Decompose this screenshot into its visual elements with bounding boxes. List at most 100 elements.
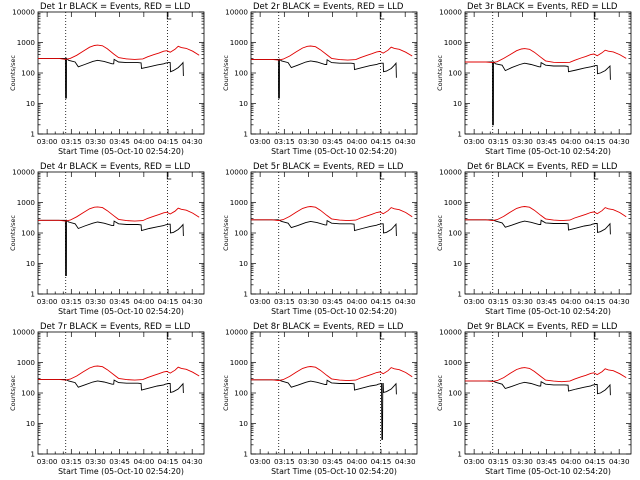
y-axis-label: Counts/sec <box>222 375 230 411</box>
y-tick-label: 10000 <box>12 328 35 337</box>
y-tick-label: 10000 <box>439 168 462 177</box>
y-tick-label: 1000 <box>444 198 463 207</box>
series-lld-line <box>251 366 413 382</box>
y-tick-label: 10000 <box>225 168 248 177</box>
x-tick-label: 04:00 <box>560 297 581 306</box>
x-tick-label: 04:30 <box>609 297 630 306</box>
panel-det-3: Det 3r BLACK = Events, RED = LLD 1 10 100 10… <box>436 2 632 156</box>
x-tick-label: 04:00 <box>133 297 154 306</box>
x-tick-label: 03:30 <box>298 457 319 466</box>
series-events-line <box>251 379 397 440</box>
series-lld-line <box>465 48 627 64</box>
y-tick-label: 100 <box>448 229 462 238</box>
x-tick-label: 03:45 <box>322 137 343 146</box>
x-tick-label: 04:30 <box>395 137 416 146</box>
x-tick-label: 04:00 <box>133 457 154 466</box>
x-tick-label: 04:15 <box>371 137 392 146</box>
series-lld-line <box>251 206 413 222</box>
x-tick-label: 03:00 <box>464 297 485 306</box>
x-axis-label: Start Time (05-Oct-10 02:54:20) <box>271 467 397 476</box>
x-tick-label: 03:00 <box>37 457 58 466</box>
x-tick-label: 03:30 <box>85 457 106 466</box>
x-tick-label: 03:30 <box>512 137 533 146</box>
y-axis-label: Counts/sec <box>436 375 444 411</box>
x-tick-label: 04:00 <box>133 137 154 146</box>
x-tick-label: 04:30 <box>182 297 203 306</box>
x-tick-label: 04:30 <box>609 137 630 146</box>
x-tick-label: 04:15 <box>585 137 606 146</box>
y-tick-label: 1 <box>243 450 248 459</box>
series-events-line <box>38 378 184 394</box>
y-tick-label: 100 <box>234 389 248 398</box>
x-tick-label: 04:15 <box>158 457 179 466</box>
panel-title: Det 3r BLACK = Events, RED = LLD <box>467 2 618 12</box>
plot-frame <box>464 331 632 455</box>
panel-det-1: Det 1r BLACK = Events, RED = LLD 1 10 100 10… <box>9 2 205 156</box>
x-tick-label: 04:15 <box>158 137 179 146</box>
series-events-line <box>465 219 611 235</box>
x-axis-label: Start Time (05-Oct-10 02:54:20) <box>485 307 611 316</box>
y-tick-label: 10 <box>453 419 463 428</box>
y-tick-label: 1 <box>30 130 35 139</box>
plot-frame <box>250 11 418 135</box>
y-tick-label: 1000 <box>444 358 463 367</box>
x-tick-label: 03:45 <box>322 297 343 306</box>
x-tick-label: 03:15 <box>274 137 295 146</box>
y-tick-label: 1000 <box>230 198 249 207</box>
series-lld-line <box>38 44 200 60</box>
x-tick-label: 03:45 <box>109 297 130 306</box>
x-tick-label: 03:30 <box>298 297 319 306</box>
series-lld-line <box>465 206 627 222</box>
y-axis-label: Counts/sec <box>436 215 444 251</box>
x-tick-label: 04:15 <box>585 457 606 466</box>
series-events-line <box>251 58 397 99</box>
x-tick-label: 03:45 <box>536 457 557 466</box>
panel-title: Det 5r BLACK = Events, RED = LLD <box>253 162 404 172</box>
x-tick-label: 03:30 <box>298 137 319 146</box>
y-tick-label: 10000 <box>12 168 35 177</box>
x-tick-label: 03:00 <box>37 137 58 146</box>
series-events-line <box>251 219 397 237</box>
series-lld-line <box>38 206 200 222</box>
y-tick-label: 100 <box>21 389 35 398</box>
plot-frame <box>37 171 205 295</box>
y-axis-label: Counts/sec <box>9 215 17 251</box>
y-tick-label: 10000 <box>225 328 248 337</box>
y-tick-label: 1 <box>457 130 462 139</box>
x-tick-label: 04:00 <box>346 297 367 306</box>
x-tick-label: 03:45 <box>109 137 130 146</box>
series-lld-line <box>38 365 200 381</box>
x-tick-label: 03:30 <box>85 297 106 306</box>
y-tick-label: 100 <box>234 229 248 238</box>
x-tick-label: 03:00 <box>464 137 485 146</box>
series-events-line <box>465 61 611 126</box>
plot-frame <box>464 171 632 295</box>
panel-det-5: Det 5r BLACK = Events, RED = LLD 1 10 100 10… <box>222 162 418 316</box>
y-tick-label: 1000 <box>230 38 249 47</box>
y-tick-label: 1 <box>243 290 248 299</box>
x-tick-label: 04:15 <box>371 297 392 306</box>
x-tick-label: 04:30 <box>182 457 203 466</box>
panel-det-2: Det 2r BLACK = Events, RED = LLD 1 10 100 10… <box>222 2 418 156</box>
x-tick-label: 03:00 <box>250 457 271 466</box>
x-tick-label: 03:15 <box>61 137 82 146</box>
y-tick-label: 10 <box>453 99 463 108</box>
y-tick-label: 1 <box>457 290 462 299</box>
y-tick-label: 100 <box>234 69 248 78</box>
plot-frame <box>37 331 205 455</box>
x-tick-label: 04:15 <box>158 297 179 306</box>
plot-frame <box>250 171 418 295</box>
x-tick-label: 04:30 <box>395 457 416 466</box>
panel-title: Det 9r BLACK = Events, RED = LLD <box>467 322 618 332</box>
x-tick-label: 04:30 <box>182 137 203 146</box>
x-tick-label: 04:30 <box>395 297 416 306</box>
x-tick-label: 04:00 <box>346 457 367 466</box>
series-events-line <box>38 219 184 277</box>
y-tick-label: 10 <box>26 259 36 268</box>
x-tick-label: 03:30 <box>85 137 106 146</box>
x-tick-label: 04:15 <box>371 457 392 466</box>
x-tick-label: 04:00 <box>560 457 581 466</box>
x-tick-label: 03:45 <box>109 457 130 466</box>
panel-title: Det 4r BLACK = Events, RED = LLD <box>40 162 191 172</box>
